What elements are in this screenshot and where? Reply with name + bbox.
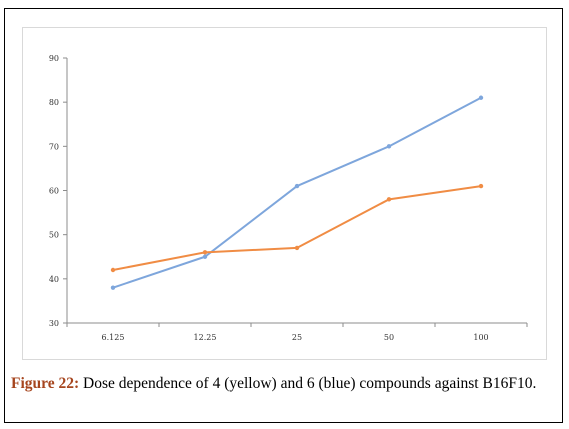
x-tick-label: 12.25 [194, 333, 217, 342]
y-tick-label: 70 [49, 142, 59, 151]
series-2-point [202, 250, 208, 255]
y-tick-label: 40 [49, 275, 59, 284]
caption-text: Dose dependence of 4 (yellow) and 6 (blu… [79, 375, 537, 392]
figure-frame: 30 40 50 60 70 80 90 6.125 12.25 25 50 100 Figure 2… [4, 8, 563, 423]
y-tick-label: 80 [49, 98, 59, 107]
series-1-point [386, 144, 392, 149]
x-tick-label: 100 [473, 333, 488, 342]
series-2-point [110, 267, 116, 273]
series-2-point [386, 197, 392, 202]
series-1-point [202, 254, 208, 259]
y-tick-label: 60 [49, 187, 59, 196]
y-tick-label: 90 [49, 54, 59, 63]
series-2-point [478, 183, 484, 189]
series-2-point [294, 245, 300, 251]
x-tick-label: 25 [292, 333, 302, 342]
chart-area: 30 40 50 60 70 80 90 6.125 12.25 25 50 100 [22, 27, 547, 360]
figure-caption: Figure 22: Dose dependence of 4 (yellow)… [11, 373, 556, 394]
line-chart: 30 40 50 60 70 80 90 6.125 12.25 25 50 100 [49, 54, 528, 342]
y-tick-label: 50 [49, 231, 59, 240]
series-1-point [478, 95, 484, 100]
series-1-point [294, 183, 300, 189]
caption-label: Figure 22: [11, 375, 80, 392]
series-2-line [112, 185, 482, 271]
y-tick-label: 30 [49, 319, 59, 328]
x-tick-label: 50 [384, 333, 394, 342]
x-tick-label: 6.125 [102, 333, 125, 342]
series-1-point [110, 285, 116, 290]
